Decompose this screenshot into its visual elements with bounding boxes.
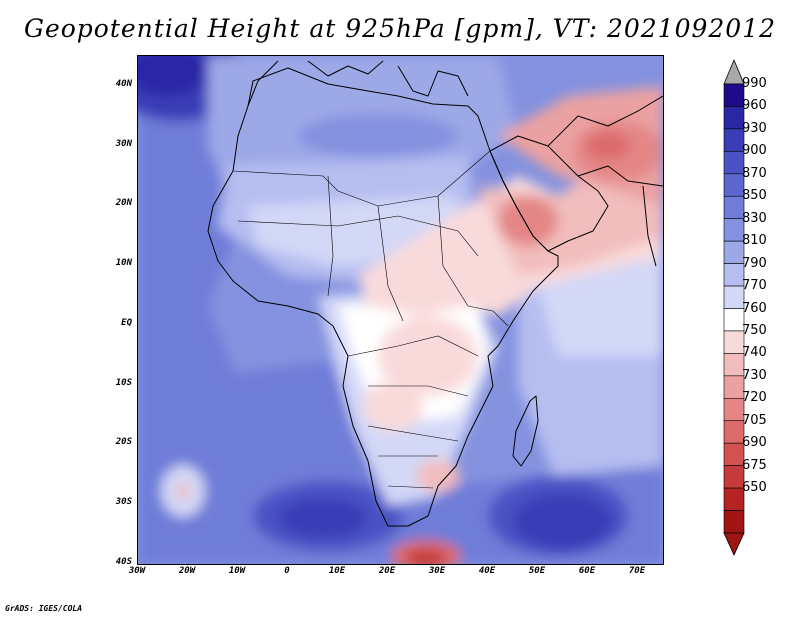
colorbar-level-label: 750 (742, 322, 767, 338)
colorbar-level-label: 760 (742, 300, 767, 316)
lon-label-50e: 50E (528, 566, 546, 576)
geopotential-map (137, 55, 664, 565)
colorbar-swatch (723, 420, 745, 444)
colorbar-level-label: 960 (742, 98, 767, 114)
colorbar-top-arrow (723, 58, 745, 85)
colorbar-level-label: 850 (742, 188, 767, 204)
height-field (138, 56, 663, 564)
lon-label-40e: 40E (478, 566, 496, 576)
colorbar-swatch (723, 442, 745, 466)
lon-label-30w: 30W (128, 566, 146, 576)
colorbar-level-label: 675 (742, 457, 767, 473)
colorbar-level-label: 730 (742, 367, 767, 383)
colorbar-swatch (723, 487, 745, 511)
colorbar-level-label: 830 (742, 210, 767, 226)
lat-label-30s: 30S (115, 497, 132, 507)
lon-label-30e: 30E (428, 566, 446, 576)
colorbar-swatch (723, 465, 745, 489)
colorbar-swatch (723, 83, 745, 107)
lon-label-60e: 60E (578, 566, 596, 576)
lon-label-10w: 10W (228, 566, 246, 576)
colorbar-swatch (723, 263, 745, 287)
colorbar-level-label: 900 (742, 143, 767, 159)
colorbar-swatch (723, 285, 745, 309)
lat-label-10n: 10N (115, 258, 132, 268)
lon-label-10e: 10E (328, 566, 346, 576)
colorbar-bottom-arrow (723, 532, 745, 556)
lat-label-40s: 40S (115, 557, 132, 567)
lon-label-0: 0 (284, 566, 290, 576)
colorbar-level-label: 930 (742, 120, 767, 136)
lat-label-eq: EQ (121, 318, 132, 328)
colorbar-level-label: 770 (742, 278, 767, 294)
colorbar-swatch (723, 173, 745, 197)
colorbar-swatch (723, 397, 745, 422)
lon-label-20w: 20W (178, 566, 196, 576)
colorbar-swatch (723, 195, 745, 220)
colorbar-swatch (723, 128, 745, 152)
lat-label-10s: 10S (115, 378, 132, 388)
lon-label-20e: 20E (378, 566, 396, 576)
colorbar-swatch (723, 330, 745, 354)
colorbar-level-label: 740 (742, 345, 767, 361)
colorbar (723, 58, 745, 556)
colorbar-swatch (723, 375, 745, 399)
colorbar-level-label: 810 (742, 233, 767, 249)
lat-label-40n: 40N (115, 79, 132, 89)
colorbar-swatch (723, 106, 745, 130)
lat-label-20n: 20N (115, 198, 132, 208)
colorbar-level-label: 690 (742, 435, 767, 451)
colorbar-level-label: 705 (742, 412, 767, 428)
colorbar-swatch (723, 151, 745, 175)
lat-label-20s: 20S (115, 437, 132, 447)
colorbar-swatch (723, 510, 745, 534)
colorbar-swatch (723, 353, 745, 377)
colorbar-level-label: 990 (742, 76, 767, 91)
map-title: Geopotential Height at 925hPa [gpm], VT:… (23, 14, 777, 43)
grads-credit: GrADS: IGES/COLA (5, 604, 83, 613)
colorbar-swatch (723, 240, 745, 264)
colorbar-level-label: 870 (742, 165, 767, 181)
colorbar-swatch (723, 308, 745, 332)
colorbar-level-label: 790 (742, 255, 767, 271)
colorbar-level-label: 720 (742, 390, 767, 406)
lat-label-30n: 30N (115, 139, 132, 149)
colorbar-level-label: 650 (742, 480, 767, 496)
lon-label-70e: 70E (628, 566, 646, 576)
colorbar-swatch (723, 218, 745, 242)
country-borders (232, 150, 509, 489)
coastlines (207, 60, 663, 527)
